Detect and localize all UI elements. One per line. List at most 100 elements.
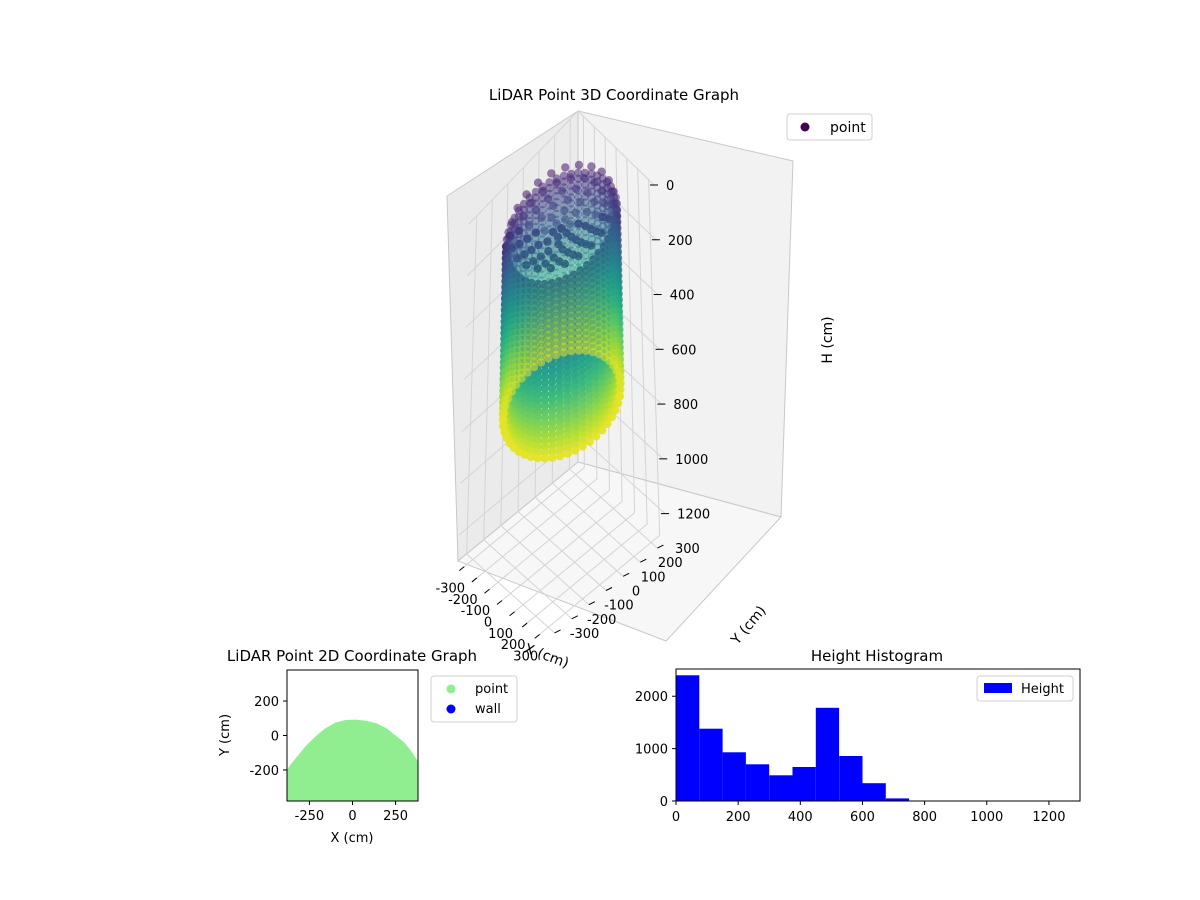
cloud-point (524, 251, 534, 261)
cloud-point (544, 283, 553, 293)
cloud-point (567, 335, 576, 344)
legend-2d-point-marker (446, 684, 456, 694)
cloud-point (530, 304, 539, 313)
cloud-point (581, 233, 590, 243)
cloud-point (540, 454, 549, 463)
cloud-point (574, 210, 583, 219)
cloud-point (585, 408, 594, 417)
z-tick-label: 0 (666, 179, 674, 194)
cloud-point (552, 221, 561, 230)
cloud-point (552, 286, 561, 295)
legend-2d-wall-label: wall (475, 702, 501, 717)
cloud-point (574, 160, 584, 170)
cloud-point (559, 265, 568, 275)
cloud-point (544, 260, 554, 269)
cloud-point (574, 239, 583, 249)
axis-ticks-2d: -250 0 250 -200 0 200 (249, 695, 408, 824)
histogram-bar (815, 707, 840, 801)
cloud-point (559, 301, 568, 310)
cloud-point (581, 228, 590, 237)
cloud-point (567, 341, 576, 350)
cloud-point (552, 227, 561, 236)
y-axis-label-2d: Y (cm) (218, 714, 233, 757)
cloud-point (587, 193, 596, 202)
cloud-point (559, 283, 568, 292)
cloud-point (524, 298, 533, 307)
cloud-point (531, 193, 540, 202)
cloud-point (555, 446, 565, 455)
cloud-point (538, 217, 547, 227)
cloud-point (570, 381, 579, 391)
x-tick-label-2d: -250 (295, 809, 325, 824)
cloud-point (544, 272, 554, 281)
cloud-point (524, 245, 534, 255)
cloud-point (559, 260, 568, 269)
x-axis-label-3d: X (cm) (522, 641, 571, 672)
cloud-point (551, 350, 561, 360)
y-tick (622, 572, 630, 577)
cloud-point (538, 223, 547, 232)
cloud-point (540, 378, 549, 387)
cloud-point (603, 419, 612, 429)
cloud-point (517, 374, 526, 383)
cloud-point (524, 310, 533, 319)
cloud-point (588, 270, 597, 279)
cloud-point (559, 224, 569, 234)
cloud-point (524, 304, 533, 313)
cloud-point (530, 281, 540, 290)
cloud-point (559, 236, 568, 245)
cloud-point (574, 245, 583, 255)
cloud-point (559, 277, 568, 287)
cloud-point (578, 424, 587, 433)
cloud-point (530, 322, 539, 331)
cloud-point (581, 269, 590, 278)
chart-2d: LiDAR Point 2D Coordinate Graph -250 0 250… (218, 647, 518, 846)
legend-2d-wall-marker (446, 704, 456, 714)
cloud-point (525, 234, 534, 243)
cloud-point (587, 217, 596, 226)
cloud-point (530, 316, 539, 325)
cloud-point (530, 287, 539, 296)
cloud-point (547, 360, 557, 369)
histogram-bar (745, 764, 770, 801)
cloud-point (587, 181, 596, 190)
cloud-point (574, 293, 583, 302)
cloud-point (551, 303, 561, 313)
cloud-point (538, 205, 547, 215)
cloud-point (581, 198, 590, 207)
cloud-point (531, 187, 541, 197)
cloud-point (537, 241, 547, 250)
histogram-bar (676, 675, 700, 801)
cloud-point (524, 286, 533, 296)
cloud-point (552, 239, 561, 248)
cloud-point (574, 340, 583, 349)
cloud-point (574, 263, 583, 272)
cloud-point (591, 414, 601, 423)
cloud-point (574, 186, 583, 195)
cloud-point (547, 383, 557, 392)
cloud-point (555, 376, 564, 385)
plot-frame-histogram (675, 668, 1081, 802)
z-tick-label: 600 (672, 343, 697, 358)
cloud-point (587, 240, 597, 250)
cloud-point (524, 263, 533, 272)
cloud-point (587, 211, 596, 220)
cloud-point (567, 175, 576, 184)
cloud-point (563, 449, 572, 458)
y-tick-label-histogram: 2000 (635, 690, 668, 705)
cloud-point (574, 204, 583, 213)
y-tick-label-2d: 0 (271, 730, 279, 745)
cloud-point (563, 426, 572, 435)
cloud-point (523, 327, 533, 336)
cloud-point (587, 258, 597, 268)
cloud-point (537, 235, 547, 244)
cloud-point (530, 310, 539, 319)
x-tick-label: 0 (484, 616, 492, 631)
cloud-point (590, 361, 600, 370)
cloud-point (525, 228, 534, 237)
cloud-point (567, 228, 576, 238)
x-tick-label-histogram: 600 (850, 810, 875, 825)
cloud-point (591, 379, 600, 388)
cloud-point (525, 199, 534, 208)
cloud-point (530, 263, 540, 272)
